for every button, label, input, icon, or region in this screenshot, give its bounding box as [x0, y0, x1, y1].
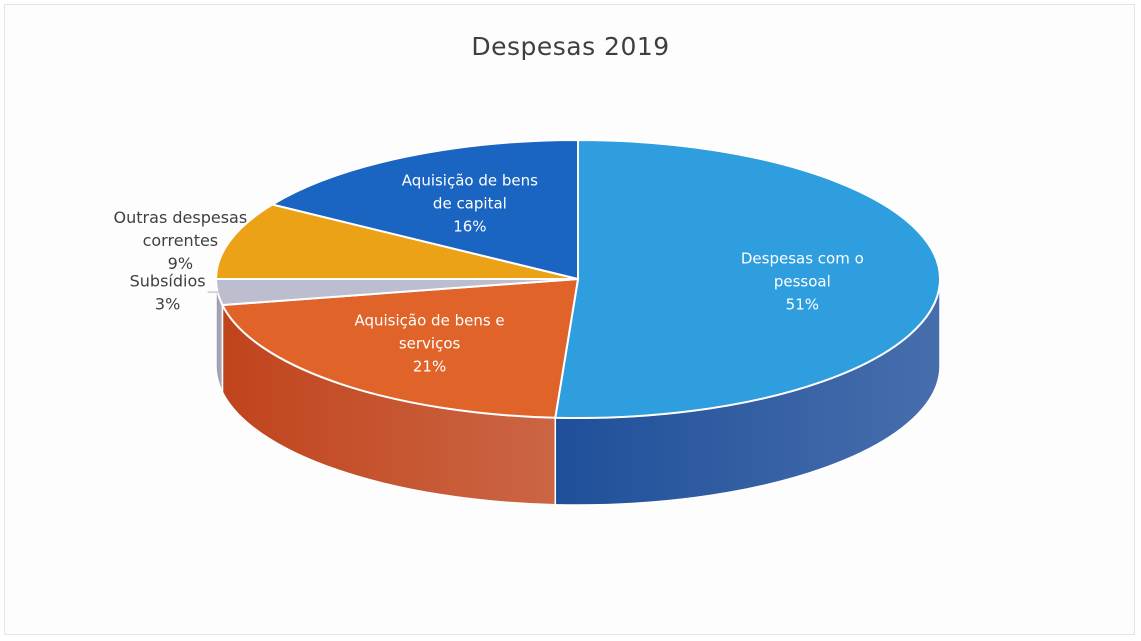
pie-slice-aquisicao-de-bens-de-capital — [269, 138, 579, 281]
data-label-despesas-com-o-pessoal: Despesas com o pessoal 51% — [741, 250, 864, 314]
pie-slice-outras-despesas-correntes — [214, 203, 579, 280]
pie-slice-despesas-com-o-pessoal — [554, 138, 941, 419]
data-label-aquisicao-de-bens-e-servicos: Aquisição de bens e serviços 21% — [354, 312, 504, 376]
pie-slice-aquisicao-de-bens-e-servicos — [220, 277, 580, 419]
data-label-aquisicao-de-bens-de-capital: Aquisição de bens de capital 16% — [402, 171, 538, 235]
chart-title: Despesas 2019 — [471, 32, 670, 61]
data-label-outras-despesas-correntes: Outras despesas correntes 9% — [114, 208, 248, 273]
data-label-subsidios: Subsídios 3% — [130, 272, 206, 314]
